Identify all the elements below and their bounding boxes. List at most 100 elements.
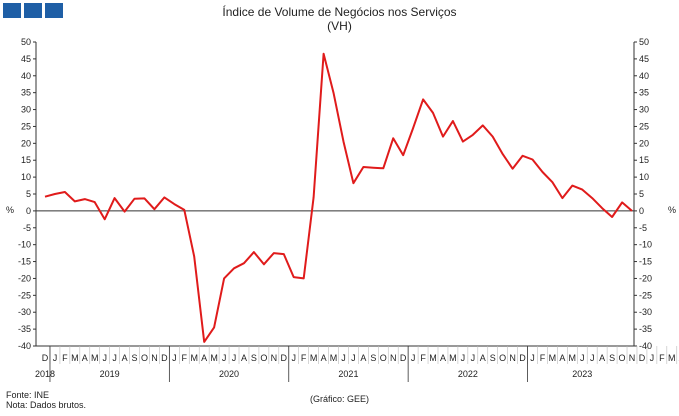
data-point	[502, 153, 504, 155]
data-point	[621, 201, 623, 203]
month-label: S	[370, 353, 376, 363]
month-label: F	[301, 353, 307, 363]
data-point	[492, 136, 494, 138]
chart-title-block: Índice de Volume de Negócios nos Serviço…	[0, 5, 679, 33]
data-point	[163, 196, 165, 198]
month-label: N	[390, 353, 397, 363]
month-label: O	[499, 353, 506, 363]
month-label: S	[132, 353, 138, 363]
data-point	[54, 193, 56, 195]
data-point	[382, 167, 384, 169]
data-point	[203, 341, 205, 343]
data-point	[392, 137, 394, 139]
y-tick-label-right: 50	[639, 37, 649, 47]
y-tick-label-left: -35	[18, 324, 31, 334]
month-label: M	[330, 353, 338, 363]
month-label: O	[619, 353, 626, 363]
y-tick-label-right: 25	[639, 121, 649, 131]
y-tick-label-left: -15	[18, 257, 31, 267]
data-point	[153, 208, 155, 210]
data-point	[571, 185, 573, 187]
data-point	[591, 197, 593, 199]
data-point	[64, 191, 66, 193]
month-label: D	[519, 353, 526, 363]
y-tick-label-left: -5	[23, 223, 31, 233]
y-tick-label-left: 5	[26, 189, 31, 199]
month-label: A	[241, 353, 247, 363]
y-tick-label-right: 30	[639, 105, 649, 115]
data-point	[323, 53, 325, 55]
data-point	[143, 197, 145, 199]
month-label: O	[380, 353, 387, 363]
month-label: J	[341, 353, 346, 363]
month-label: A	[440, 353, 446, 363]
month-label: J	[650, 353, 655, 363]
year-label: 2018	[35, 369, 55, 379]
year-label: 2023	[572, 369, 592, 379]
month-label: O	[141, 353, 148, 363]
footer-notes: Fonte: INE Nota: Dados brutos.	[6, 390, 86, 410]
data-point	[104, 218, 106, 220]
month-label: M	[310, 353, 318, 363]
y-tick-label-left: 25	[21, 121, 31, 131]
month-label: J	[530, 353, 535, 363]
data-point	[402, 154, 404, 156]
data-point	[243, 262, 245, 264]
source-text: Fonte: INE	[6, 390, 50, 400]
data-point	[253, 251, 255, 253]
month-label: J	[232, 353, 237, 363]
month-label: A	[480, 353, 486, 363]
month-label: M	[91, 353, 99, 363]
data-point	[581, 189, 583, 191]
data-point	[124, 211, 126, 213]
data-point	[44, 196, 46, 198]
y-tick-label-right: -35	[639, 324, 652, 334]
y-tick-label-right: 10	[639, 172, 649, 182]
y-tick-label-left: -40	[18, 341, 31, 351]
y-tick-label-left: -25	[18, 290, 31, 300]
note-text: Nota: Dados brutos.	[6, 400, 87, 410]
data-point	[223, 277, 225, 279]
month-label: N	[629, 353, 636, 363]
month-label: J	[291, 353, 296, 363]
month-label: J	[102, 353, 107, 363]
data-point	[313, 196, 315, 198]
data-point	[611, 216, 613, 218]
month-label: F	[62, 353, 68, 363]
logo	[3, 3, 63, 18]
data-point	[631, 210, 633, 212]
data-point	[462, 141, 464, 143]
data-point	[472, 134, 474, 136]
data-point	[342, 141, 344, 143]
y-tick-label-right: -15	[639, 257, 652, 267]
data-point	[422, 98, 424, 100]
data-point	[293, 276, 295, 278]
chart-subtitle: (VH)	[327, 19, 352, 33]
month-label: J	[590, 353, 595, 363]
y-axis-label-left: %	[6, 205, 14, 215]
y-tick-label-right: -10	[639, 240, 652, 250]
year-label: 2022	[458, 369, 478, 379]
month-label: O	[260, 353, 267, 363]
month-label: F	[659, 353, 665, 363]
data-point	[233, 267, 235, 269]
month-label: F	[420, 353, 426, 363]
data-point	[173, 203, 175, 205]
month-label: J	[411, 353, 416, 363]
data-point	[561, 197, 563, 199]
y-tick-label-right: -40	[639, 341, 652, 351]
y-tick-label-left: 40	[21, 71, 31, 81]
data-point	[263, 263, 265, 265]
month-label: J	[53, 353, 58, 363]
month-label: M	[549, 353, 557, 363]
month-label: M	[210, 353, 218, 363]
month-label: A	[122, 353, 128, 363]
month-label: M	[190, 353, 198, 363]
data-point	[283, 253, 285, 255]
y-tick-label-right: -30	[639, 307, 652, 317]
data-point	[482, 124, 484, 126]
year-label: 2020	[219, 369, 239, 379]
data-point	[84, 198, 86, 200]
y-tick-label-right: 35	[639, 88, 649, 98]
y-tick-label-left: 10	[21, 172, 31, 182]
